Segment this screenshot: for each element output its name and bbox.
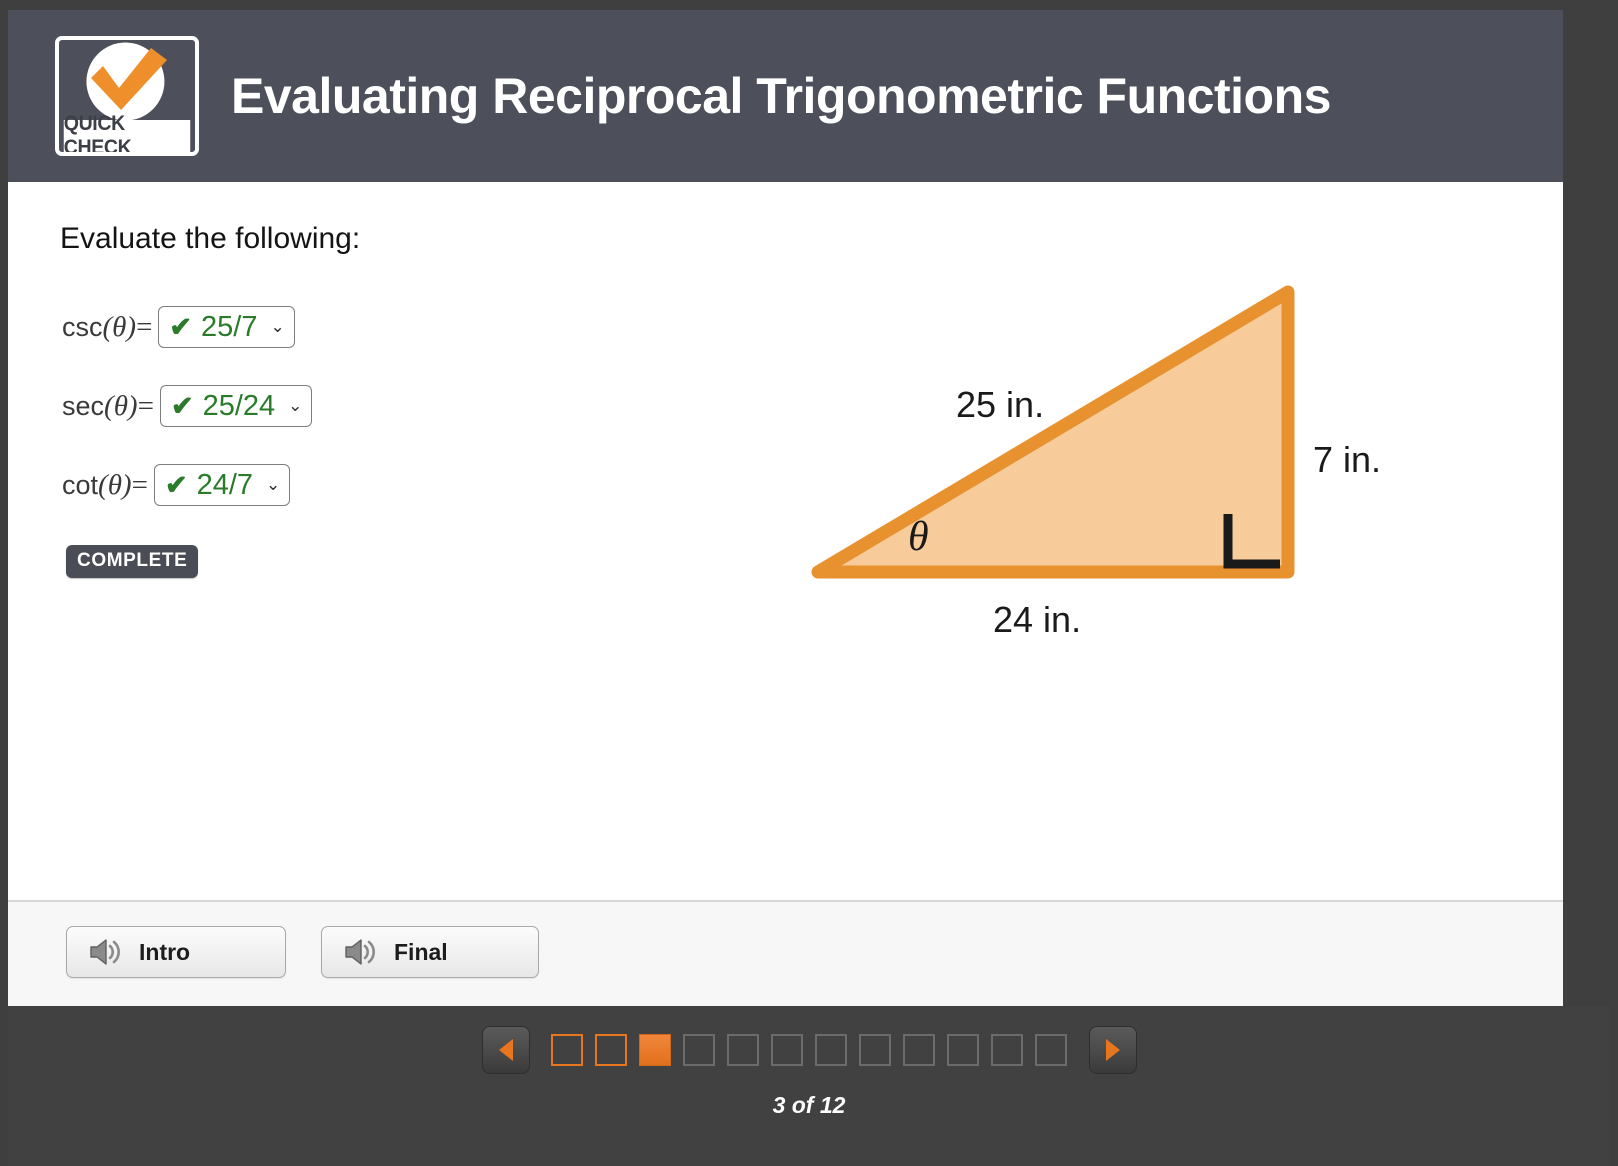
intro-audio-button[interactable]: Intro [66,926,286,978]
status-badge: COMPLETE [66,545,199,578]
page-dot-4[interactable] [682,1034,715,1066]
page-dot-8[interactable] [858,1034,891,1066]
answer-value-csc: 25/7 [201,310,258,343]
answer-value-sec: 25/24 [202,389,276,422]
triangle-right-icon [1105,1039,1120,1061]
next-page-button[interactable] [1088,1026,1137,1074]
question-label-cot: cot(θ)= [62,468,148,501]
pagination-bar: 3 of 12 [8,1006,1610,1166]
prompt-text: Evaluate the following: [60,222,361,255]
theta-angle-label: θ [908,514,929,560]
logo-graphic [59,40,195,121]
logo-label: QUICK CHECK [63,112,191,152]
checkmark-icon [91,48,167,110]
speaker-icon [345,939,375,965]
page-dot-9[interactable] [902,1034,935,1066]
app-header: QUICK CHECK Evaluating Reciprocal Trigon… [8,10,1563,182]
content-area: Evaluate the following: csc(θ)= ✔ 25/7 ⌄… [8,182,1563,900]
page-dot-1[interactable] [550,1034,583,1066]
page-title: Evaluating Reciprocal Trigonometric Func… [231,68,1331,124]
hypotenuse-label: 25 in. [956,384,1044,425]
page-dot-12[interactable] [1034,1034,1067,1066]
correct-check-icon: ✔ [164,469,188,500]
answer-dropdown-csc[interactable]: ✔ 25/7 ⌄ [158,306,295,348]
right-triangle-diagram: 25 in. 7 in. 24 in. θ [788,282,1468,662]
question-row-sec: sec(θ)= ✔ 25/24 ⌄ [62,385,313,427]
base-label: 24 in. [993,599,1081,640]
question-label-csc: csc(θ)= [62,310,153,343]
intro-audio-label: Intro [139,938,191,965]
chevron-down-icon[interactable]: ⌄ [270,317,285,336]
page-dot-3[interactable] [638,1034,671,1066]
courseware-app-frame: QUICK CHECK Evaluating Reciprocal Trigon… [8,10,1610,1166]
answer-value-cot: 24/7 [196,468,254,501]
final-audio-label: Final [394,938,448,965]
question-row-cot: cot(θ)= ✔ 24/7 ⌄ [62,464,291,506]
page-dot-7[interactable] [814,1034,847,1066]
chevron-down-icon[interactable]: ⌄ [266,475,281,494]
previous-page-button[interactable] [481,1026,530,1074]
page-dot-6[interactable] [770,1034,803,1066]
correct-check-icon: ✔ [169,311,193,342]
quick-check-logo: QUICK CHECK [55,36,199,156]
chevron-down-icon[interactable]: ⌄ [288,396,303,415]
speaker-icon [90,939,120,965]
triangle-shape [811,285,1295,579]
page-dot-2[interactable] [594,1034,627,1066]
page-dot-5[interactable] [726,1034,759,1066]
correct-check-icon: ✔ [170,390,194,421]
final-audio-button[interactable]: Final [321,926,539,978]
triangle-left-icon [498,1039,513,1061]
page-counter: 3 of 12 [772,1092,846,1118]
answer-dropdown-cot[interactable]: ✔ 24/7 ⌄ [153,464,291,506]
question-row-csc: csc(θ)= ✔ 25/7 ⌄ [62,306,295,348]
audio-toolbar: Intro Final [8,900,1563,1006]
page-dots [550,1034,1067,1066]
pagination-controls [8,1026,1610,1074]
vertical-side-label: 7 in. [1313,439,1381,480]
question-label-sec: sec(θ)= [62,389,154,422]
page-dot-11[interactable] [990,1034,1023,1066]
right-angle-marker [1223,514,1280,569]
answer-dropdown-sec[interactable]: ✔ 25/24 ⌄ [159,385,313,427]
page-dot-10[interactable] [946,1034,979,1066]
